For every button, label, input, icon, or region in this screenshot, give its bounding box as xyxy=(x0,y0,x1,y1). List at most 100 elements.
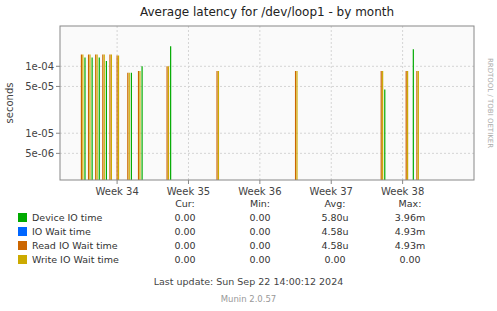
legend-swatch xyxy=(18,241,27,250)
x-tick-label: Week 34 xyxy=(95,186,138,197)
stem xyxy=(218,71,219,180)
legend-value: 0.00 xyxy=(249,212,270,223)
plot-background xyxy=(60,26,474,180)
footer: Last update: Sun Sep 22 14:00:12 2024 xyxy=(154,276,344,287)
legend-value: 0.00 xyxy=(249,240,270,251)
legend-value: 0.00 xyxy=(324,254,345,265)
x-tick xyxy=(402,180,403,184)
legend-value: 4.58u xyxy=(321,226,348,237)
y-grid-line xyxy=(60,153,474,154)
legend-swatch xyxy=(18,227,27,236)
stem xyxy=(117,55,118,180)
stem xyxy=(118,55,119,180)
legend-value: 5.80u xyxy=(321,212,348,223)
legend-value: 0.00 xyxy=(249,226,270,237)
page: {"chart_data": { "type": "stem", "title"… xyxy=(0,0,497,311)
legend-value: 0.00 xyxy=(249,254,270,265)
y-tick-label: 1e-05 xyxy=(25,128,54,139)
legend-label: Read IO Wait time xyxy=(32,240,118,251)
series xyxy=(83,55,418,180)
stem xyxy=(407,71,408,180)
stem xyxy=(139,71,140,180)
stem xyxy=(84,58,85,180)
stem xyxy=(92,58,93,180)
stem xyxy=(216,71,217,180)
y-axis-label: seconds xyxy=(4,83,15,124)
stem xyxy=(170,46,171,180)
chart: Average latency for /dev/loop1 - by mont… xyxy=(0,0,497,311)
legend-value: 0.00 xyxy=(174,240,195,251)
stem xyxy=(131,73,132,180)
stem xyxy=(382,71,383,180)
stem xyxy=(97,55,98,180)
y-tick-label: 5e-05 xyxy=(25,81,54,92)
legend-value: 4.58u xyxy=(321,240,348,251)
stem xyxy=(111,55,112,180)
grid xyxy=(60,26,474,180)
stem xyxy=(141,66,142,180)
x-grid-line xyxy=(259,26,260,180)
stem xyxy=(296,71,297,180)
y-tick xyxy=(56,133,60,134)
legend-header: Min: xyxy=(250,198,270,209)
series xyxy=(81,55,416,180)
stem xyxy=(81,55,82,180)
legend-value: 0.00 xyxy=(399,254,420,265)
x-grid-line xyxy=(331,26,332,180)
legend-label: Device IO time xyxy=(32,212,102,223)
x-tick-label: Week 38 xyxy=(381,186,424,197)
stem xyxy=(109,55,110,180)
stem xyxy=(413,49,414,180)
x-tick xyxy=(117,180,118,184)
stem xyxy=(381,71,382,180)
legend-swatch xyxy=(18,255,27,264)
stem xyxy=(168,66,169,180)
stem xyxy=(102,55,103,180)
stem xyxy=(166,66,167,180)
x-tick xyxy=(259,180,260,184)
legend-value: 0.00 xyxy=(174,254,195,265)
legend-header: Cur: xyxy=(175,198,195,209)
x-grid-line xyxy=(402,26,403,180)
stem xyxy=(418,71,419,180)
y-tick xyxy=(56,153,60,154)
x-tick xyxy=(188,180,189,184)
plot-frame xyxy=(60,26,474,180)
legend-value: 4.93m xyxy=(395,240,425,251)
y-grid-line xyxy=(60,133,474,134)
legend-value: 4.93m xyxy=(395,226,425,237)
watermark: RRDTOOL / TOBI OETIKER xyxy=(486,58,494,148)
x-grid-line xyxy=(188,26,189,180)
stem xyxy=(127,73,128,180)
stem xyxy=(129,73,130,180)
version: Munin 2.0.57 xyxy=(221,294,277,304)
x-tick-label: Week 35 xyxy=(167,186,210,197)
x-tick-label: Week 36 xyxy=(238,186,281,197)
stem xyxy=(295,71,296,180)
marks xyxy=(81,46,418,180)
x-tick xyxy=(331,180,332,184)
stem xyxy=(99,58,100,180)
x-grid-line xyxy=(117,26,118,180)
stem xyxy=(104,55,105,180)
stem xyxy=(406,71,407,180)
legend-value: 3.96m xyxy=(395,212,425,223)
y-grid-line xyxy=(60,66,474,67)
y-tick xyxy=(56,86,60,87)
legend-value: 0.00 xyxy=(174,226,195,237)
stem xyxy=(88,55,89,180)
legend-label: IO Wait time xyxy=(32,226,91,237)
legend-label: Write IO Wait time xyxy=(32,254,119,265)
y-tick-label: 5e-06 xyxy=(25,148,54,159)
stem xyxy=(89,55,90,180)
stem xyxy=(106,61,107,180)
stem xyxy=(138,71,139,180)
legend-value: 0.00 xyxy=(174,212,195,223)
legend-header: Avg: xyxy=(325,198,346,209)
legend: Cur:Min:Avg:Max:Device IO time0.000.005.… xyxy=(18,198,425,265)
series xyxy=(85,46,413,180)
y-grid-line xyxy=(60,86,474,87)
x-tick-label: Week 37 xyxy=(310,186,353,197)
stem xyxy=(95,55,96,180)
stem xyxy=(384,90,385,180)
